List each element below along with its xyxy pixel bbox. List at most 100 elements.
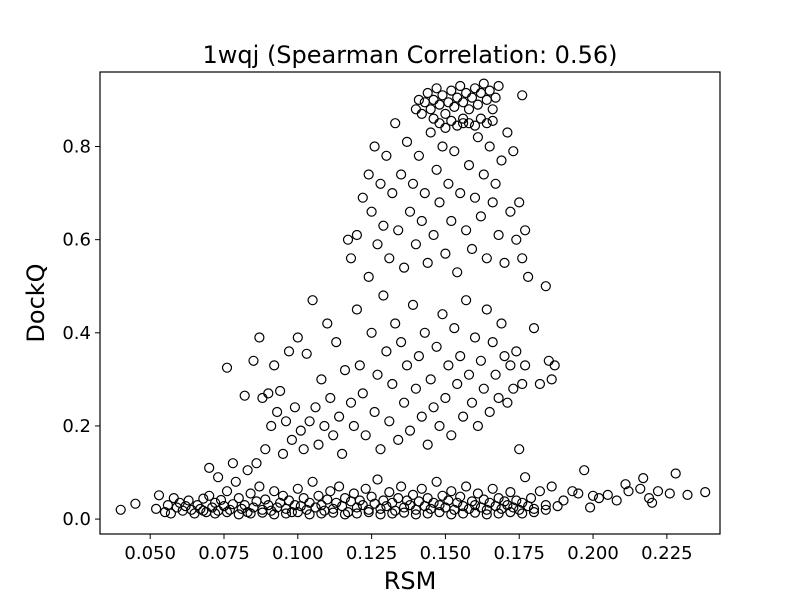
- data-point: [472, 132, 483, 143]
- scatter-points: [115, 78, 711, 520]
- data-point: [461, 295, 472, 306]
- data-point: [351, 229, 362, 241]
- data-point: [440, 392, 451, 404]
- data-point: [528, 506, 540, 518]
- data-point: [331, 497, 342, 508]
- data-point: [384, 416, 395, 427]
- data-point: [404, 425, 416, 436]
- data-point: [357, 388, 368, 399]
- data-point: [452, 120, 463, 131]
- data-point: [461, 87, 472, 99]
- data-point: [452, 378, 463, 390]
- data-point: [215, 494, 227, 506]
- data-point: [378, 495, 389, 506]
- data-point: [463, 104, 475, 115]
- data-point: [558, 495, 569, 506]
- data-point: [286, 506, 297, 518]
- data-point: [204, 490, 215, 501]
- data-point: [372, 239, 383, 250]
- data-point: [484, 85, 495, 96]
- x-tick-label: 0.125: [346, 543, 398, 564]
- y-tick-label: 0.0: [62, 509, 91, 530]
- data-point: [360, 483, 371, 494]
- data-point: [472, 488, 483, 499]
- data-point: [366, 491, 377, 502]
- data-point: [487, 483, 498, 494]
- data-point: [517, 508, 528, 519]
- data-point: [463, 118, 475, 129]
- data-point: [469, 192, 481, 203]
- data-point: [461, 481, 472, 492]
- data-point: [546, 481, 557, 492]
- x-tick-label: 0.050: [124, 543, 176, 564]
- data-point: [428, 94, 439, 106]
- data-point: [210, 508, 221, 519]
- data-point: [337, 448, 348, 459]
- data-point: [449, 146, 460, 157]
- data-point: [484, 497, 495, 508]
- data-point: [245, 488, 256, 499]
- data-point: [519, 225, 531, 236]
- data-point: [375, 178, 386, 189]
- data-point: [452, 267, 463, 278]
- data-point: [410, 239, 421, 250]
- data-point: [298, 493, 309, 504]
- data-point: [452, 497, 463, 508]
- data-point: [292, 483, 303, 494]
- data-point: [280, 416, 292, 427]
- data-point: [434, 500, 445, 511]
- data-point: [410, 509, 421, 520]
- data-point: [328, 503, 339, 514]
- data-point: [416, 483, 427, 494]
- data-point: [461, 225, 472, 236]
- y-axis-title: DockQ: [22, 263, 50, 342]
- data-point: [623, 486, 634, 497]
- data-point: [339, 493, 351, 504]
- data-point: [434, 420, 445, 432]
- data-point: [493, 80, 504, 92]
- data-point: [316, 374, 327, 385]
- data-point: [437, 490, 448, 501]
- data-point: [372, 369, 383, 380]
- data-point: [387, 378, 398, 390]
- data-point: [416, 108, 427, 120]
- data-point: [455, 491, 466, 502]
- data-point: [227, 458, 238, 469]
- data-point: [458, 508, 469, 519]
- data-point: [183, 495, 194, 506]
- data-point: [322, 318, 333, 329]
- data-point: [437, 141, 448, 152]
- data-point: [342, 506, 354, 518]
- data-point: [463, 369, 475, 380]
- data-point: [422, 508, 433, 519]
- data-point: [266, 420, 277, 432]
- data-point: [478, 78, 489, 89]
- data-point: [422, 439, 433, 450]
- data-point: [499, 351, 510, 362]
- data-point: [511, 346, 522, 357]
- data-point: [505, 506, 516, 518]
- data-point: [517, 253, 528, 264]
- data-point: [331, 337, 342, 348]
- data-point: [375, 444, 386, 455]
- data-point: [425, 104, 436, 115]
- data-point: [440, 122, 451, 134]
- data-point: [534, 378, 546, 390]
- data-point: [434, 197, 445, 208]
- data-point: [593, 493, 605, 504]
- data-point: [419, 188, 430, 199]
- data-point: [260, 444, 271, 455]
- data-point: [224, 504, 235, 515]
- data-point: [455, 188, 466, 199]
- data-point: [469, 332, 481, 343]
- data-point: [233, 509, 244, 520]
- data-point: [195, 503, 206, 514]
- data-point: [469, 507, 481, 518]
- data-point: [399, 507, 410, 518]
- plot-frame: [99, 71, 721, 535]
- data-point: [221, 362, 233, 373]
- data-point: [493, 392, 504, 404]
- data-point: [295, 425, 306, 436]
- data-point: [180, 501, 191, 512]
